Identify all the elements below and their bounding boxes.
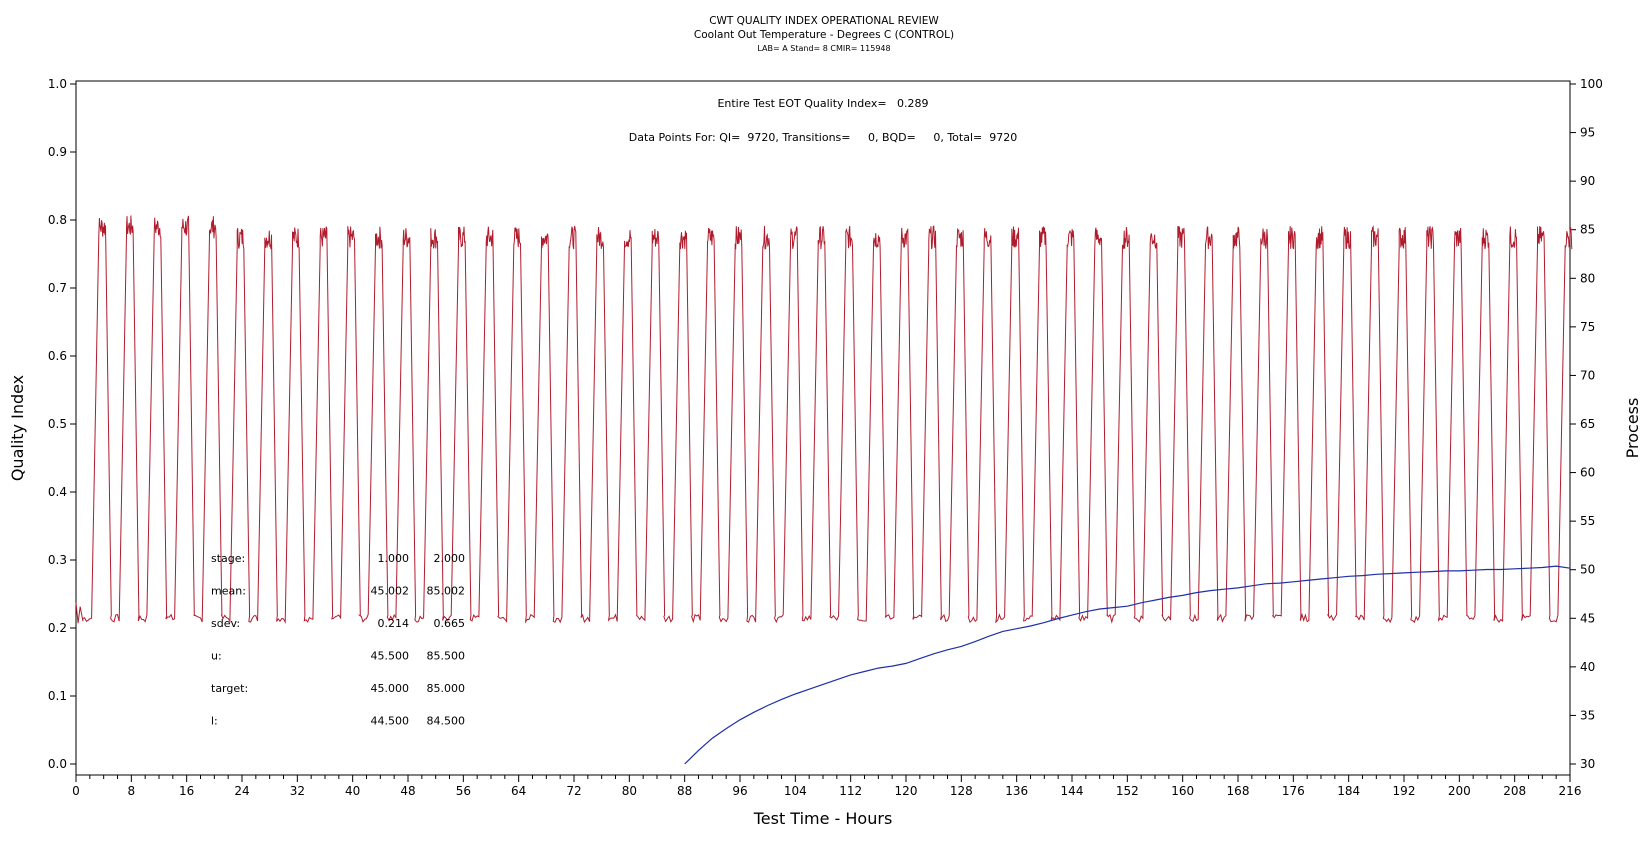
stats-stage1-value: 44.500	[371, 715, 410, 728]
chart-title: CWT QUALITY INDEX OPERATIONAL REVIEW	[709, 15, 939, 27]
y2-tick-label: 55	[1580, 514, 1595, 528]
x-tick-label: 136	[1005, 784, 1028, 798]
y2-tick-label: 60	[1580, 466, 1595, 480]
stats-stage1-value: 45.002	[371, 585, 410, 598]
x-tick-label: 0	[72, 784, 80, 798]
y2-axis-label: Process	[1623, 398, 1642, 459]
x-tick-label: 176	[1282, 784, 1305, 798]
stats-label: target:	[211, 682, 248, 695]
stats-stage1-value: 45.000	[371, 682, 410, 695]
y-tick-label: 0.8	[48, 213, 67, 227]
y2-tick-label: 30	[1580, 757, 1595, 771]
stats-stage1-value: 0.214	[378, 617, 410, 630]
y-axis-label: Quality Index	[8, 375, 27, 481]
y2-tick-label: 45	[1580, 611, 1595, 625]
stats-stage1-value: 45.500	[371, 650, 410, 663]
x-tick-label: 160	[1171, 784, 1194, 798]
y-tick-label: 0.2	[48, 621, 67, 635]
x-tick-label: 104	[784, 784, 807, 798]
stats-stage2-value: 85.002	[427, 585, 466, 598]
x-tick-label: 120	[895, 784, 918, 798]
series-quality-index-line	[684, 565, 1571, 765]
chart-subtitle: Coolant Out Temperature - Degrees C (CON…	[694, 29, 954, 41]
x-tick-label: 48	[400, 784, 415, 798]
x-tick-label: 72	[566, 784, 581, 798]
y2-tick-label: 90	[1580, 174, 1595, 188]
x-tick-label: 64	[511, 784, 526, 798]
data-points-annotation: Data Points For: QI= 9720, Transitions= …	[629, 131, 1017, 144]
stats-label: sdev:	[211, 617, 240, 630]
y-tick-label: 1.0	[48, 77, 67, 91]
chart-subtitle-lab: LAB= A Stand= 8 CMIR= 115948	[757, 44, 890, 53]
y2-tick-label: 50	[1580, 563, 1595, 577]
y-tick-label: 0.4	[48, 485, 67, 499]
x-axis: 0 8 16 24 32 40 48 56 64 72 80 88 96 104 112 120 128 136 1…	[72, 775, 1581, 798]
stats-label: l:	[211, 715, 218, 728]
series-process-line	[75, 215, 1573, 625]
y2-tick-label: 95	[1580, 126, 1595, 140]
x-tick-label: 208	[1503, 784, 1526, 798]
y-tick-label: 0.6	[48, 349, 67, 363]
y2-tick-label: 40	[1580, 660, 1595, 674]
stats-stage2-value: 85.000	[427, 682, 466, 695]
y-tick-label: 0.7	[48, 281, 67, 295]
x-tick-label: 200	[1448, 784, 1471, 798]
x-tick-label: 184	[1337, 784, 1360, 798]
y-tick-label: 0.9	[48, 145, 67, 159]
x-tick-label: 32	[290, 784, 305, 798]
y-tick-label: 0.3	[48, 553, 67, 567]
x-tick-label: 96	[732, 784, 747, 798]
y-tick-label: 0.1	[48, 689, 67, 703]
y2-tick-label: 35	[1580, 708, 1595, 722]
x-tick-label: 152	[1116, 784, 1139, 798]
x-tick-label: 80	[622, 784, 637, 798]
y2-tick-label: 80	[1580, 271, 1595, 285]
quality-index-annotation: Entire Test EOT Quality Index= 0.289	[717, 97, 928, 110]
stats-stage1-value: 1.000	[378, 552, 410, 565]
x-tick-label: 8	[128, 784, 136, 798]
y-axis-left: 0.0 0.1 0.2 0.3 0.4 0.5 0.6 0.7 0.8 0.9 1.0	[48, 77, 76, 771]
y2-tick-label: 65	[1580, 417, 1595, 431]
y-tick-label: 0.5	[48, 417, 67, 431]
y2-tick-label: 85	[1580, 223, 1595, 237]
x-tick-label: 216	[1559, 784, 1582, 798]
stats-label: stage:	[211, 552, 245, 565]
x-tick-label: 40	[345, 784, 360, 798]
x-tick-label: 56	[456, 784, 471, 798]
stats-stage2-value: 84.500	[427, 715, 466, 728]
stats-label: mean:	[211, 585, 246, 598]
stats-stage2-value: 85.500	[427, 650, 466, 663]
x-tick-label: 88	[677, 784, 692, 798]
stats-label: u:	[211, 650, 222, 663]
y2-tick-label: 70	[1580, 368, 1595, 382]
y-tick-label: 0.0	[48, 757, 67, 771]
x-axis-label: Test Time - Hours	[753, 809, 893, 828]
x-tick-label: 128	[950, 784, 973, 798]
x-tick-label: 192	[1393, 784, 1416, 798]
x-tick-label: 16	[179, 784, 194, 798]
x-tick-label: 168	[1227, 784, 1250, 798]
y2-tick-label: 75	[1580, 320, 1595, 334]
x-tick-label: 112	[839, 784, 862, 798]
stats-stage2-value: 2.000	[434, 552, 466, 565]
stats-stage2-value: 0.665	[434, 617, 466, 630]
stats-table: stage: 1.000 2.000 mean: 45.002 85.002 sdev: 0.…	[211, 552, 465, 728]
y-axis-right: 30 35 40 45 50 55 60 65 70 75 80 85 90 95 100	[1570, 77, 1603, 771]
y2-tick-label: 100	[1580, 77, 1603, 91]
x-tick-label: 24	[234, 784, 249, 798]
x-tick-label: 144	[1061, 784, 1084, 798]
plot-frame	[75, 80, 1571, 776]
